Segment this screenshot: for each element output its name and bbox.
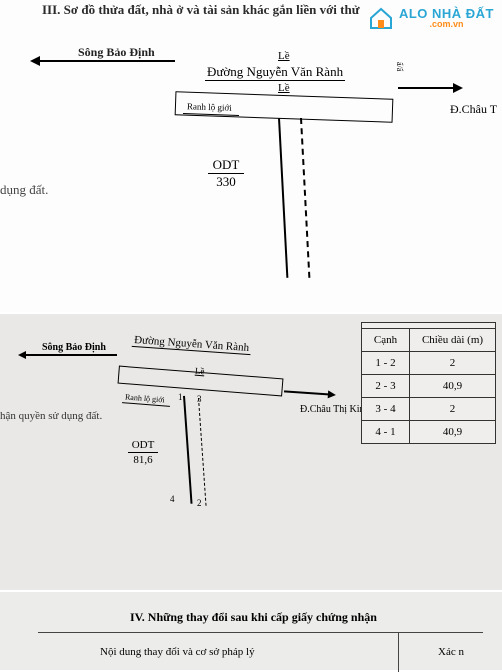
arrow-left-icon [35, 60, 175, 62]
table-header-edge: Cạnh [362, 329, 410, 352]
dimension-table: Cạnh Chiều dài (m) 1 - 2 2 2 - 3 40,9 3 … [361, 322, 496, 444]
river-label: Sông Bảo Định [78, 45, 155, 60]
river-label-mid: Sông Bảo Định [42, 342, 106, 353]
corner-2: 2 [197, 498, 202, 508]
odt-value: 330 [216, 174, 236, 189]
street-label-mid: Đường Nguyễn Văn Rành [132, 334, 252, 355]
corner-1: 1 [178, 392, 183, 402]
land-diagram-top: III. Sơ đồ thửa đất, nhà ở và tài sản kh… [0, 0, 502, 312]
watermark: ALO NHÀ ĐẤT .com.vn [367, 6, 494, 30]
table-row: 2 - 3 40,9 [362, 375, 496, 398]
street-label: Đường Nguyễn Văn Rành [205, 64, 345, 81]
table-row: 1 - 2 2 [362, 352, 496, 375]
odt-label: ODT [213, 157, 240, 172]
truncated-text-left: dụng đất. [0, 182, 48, 198]
table-header-length: Chiều dài (m) [410, 329, 496, 352]
le-label-bottom: Lề [278, 82, 290, 94]
section-iii-heading: III. Sơ đồ thửa đất, nhà ở và tài sản kh… [42, 2, 360, 18]
section-iv-heading: IV. Những thay đổi sau khi cấp giấy chứn… [130, 610, 377, 625]
side-mark: ẩ/ẩ [395, 62, 404, 71]
cross-street-label: Đ.Châu T [450, 102, 497, 117]
odt-label-mid: ODT [132, 439, 155, 451]
parcel-side-solid [278, 118, 288, 278]
table-col-divider [398, 632, 399, 672]
parcel-side-solid-mid [183, 396, 192, 504]
changes-col-right: Xác n [438, 646, 464, 658]
changes-col-left: Nội dung thay đổi và cơ sở pháp lý [100, 646, 255, 658]
parcel-side-dashed-mid [198, 398, 207, 506]
corner-4: 4 [170, 494, 175, 504]
table-row: 4 - 1 40,9 [362, 421, 496, 444]
parcel-side-dashed [300, 118, 310, 278]
table-row: 3 - 4 2 [362, 398, 496, 421]
cross-street-label-mid: Đ.Châu Thị Kim [300, 404, 367, 415]
changes-section: IV. Những thay đổi sau khi cấp giấy chứn… [0, 590, 502, 670]
watermark-sub: .com.vn [399, 20, 494, 29]
land-diagram-mid: Sông Bảo Định Đường Nguyễn Văn Rành Lề R… [0, 312, 502, 590]
odt-value-mid: 81,6 [133, 454, 152, 466]
arrow-right-icon-mid [284, 390, 332, 395]
odt-fraction: ODT 330 [208, 158, 244, 190]
le-label-top: Lề [278, 50, 290, 62]
arrow-left-icon-mid [22, 354, 117, 356]
house-icon [367, 6, 395, 30]
odt-fraction-mid: ODT 81,6 [128, 439, 158, 466]
table-top-border [38, 632, 483, 633]
truncated-text-mid: hận quyền sử dụng đất. [0, 410, 102, 422]
ranh-label: Ranh lộ giới [187, 101, 232, 113]
arrow-right-icon [398, 87, 458, 89]
